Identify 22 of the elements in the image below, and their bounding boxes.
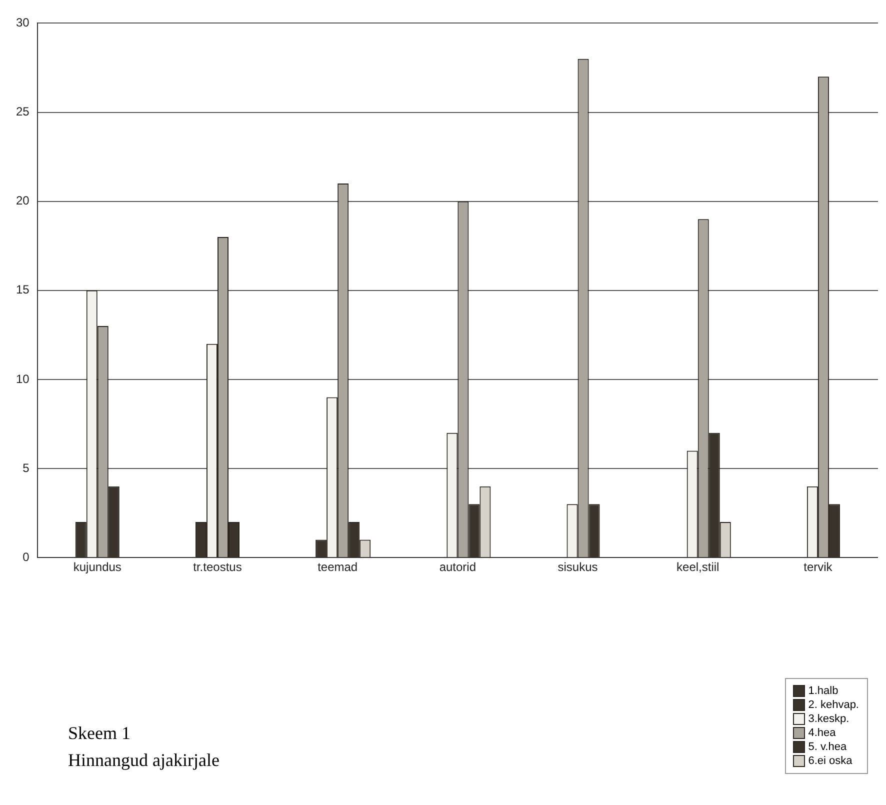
y-tick-label: 30 [16, 16, 30, 30]
y-tick-label: 5 [22, 460, 30, 475]
legend-label: 3.keskp. [808, 713, 850, 725]
legend-label: 2. kehvap. [808, 699, 859, 711]
legend-label: 4.hea [808, 727, 836, 739]
x-tick-label: teemad [318, 560, 358, 574]
legend-label: 1.halb [808, 685, 838, 697]
y-tick-label: 0 [22, 550, 30, 564]
y-tick-label: 10 [16, 372, 30, 386]
legend-label: 5. v.hea [808, 741, 847, 753]
x-tick-label: kujundus [73, 560, 122, 574]
x-tick-label: tr.teostus [193, 560, 242, 574]
text: Skeem 1 [68, 722, 132, 745]
legend-label: 6.ei oska [808, 755, 852, 767]
x-tick-label: autorid [439, 560, 476, 574]
x-tick-label: sisukus [558, 560, 598, 574]
text: Hinnangud ajakirjale [68, 749, 220, 772]
x-tick-label: tervik [804, 560, 834, 574]
x-tick-label: keel,stiil [676, 560, 720, 574]
y-tick-label: 20 [16, 194, 30, 208]
y-tick-label: 25 [16, 104, 30, 119]
y-tick-label: 15 [16, 282, 30, 297]
